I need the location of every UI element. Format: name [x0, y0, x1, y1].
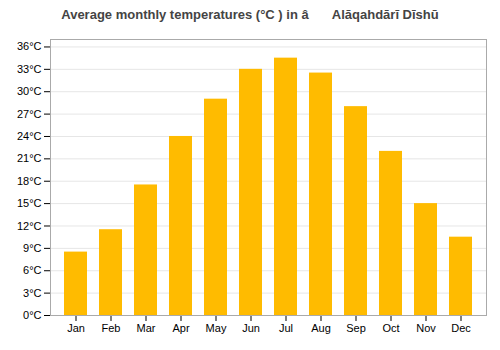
svg-text:Jul: Jul	[279, 322, 293, 334]
svg-text:Aug: Aug	[311, 322, 331, 334]
svg-text:21°C: 21°C	[17, 152, 42, 164]
svg-text:18°C: 18°C	[17, 175, 42, 187]
svg-text:Mar: Mar	[137, 322, 156, 334]
svg-text:15°C: 15°C	[17, 197, 42, 209]
svg-text:Dec: Dec	[451, 322, 471, 334]
svg-text:30°C: 30°C	[17, 85, 42, 97]
svg-text:9°C: 9°C	[23, 242, 42, 254]
svg-text:0°C: 0°C	[23, 309, 42, 321]
svg-text:Oct: Oct	[382, 322, 399, 334]
svg-text:Jan: Jan	[67, 322, 85, 334]
svg-text:24°C: 24°C	[17, 130, 42, 142]
svg-text:6°C: 6°C	[23, 264, 42, 276]
svg-text:Nov: Nov	[416, 322, 436, 334]
svg-text:Jun: Jun	[242, 322, 260, 334]
svg-text:27°C: 27°C	[17, 108, 42, 120]
svg-text:12°C: 12°C	[17, 220, 42, 232]
html-text:Average monthly temperatures (: Average monthly temperatures (°C ) in â…	[61, 7, 439, 22]
svg-text:May: May	[206, 322, 227, 334]
svg-text:Apr: Apr	[172, 322, 189, 334]
svg-text:36°C: 36°C	[17, 40, 42, 52]
svg-text:3°C: 3°C	[23, 287, 42, 299]
svg-text:33°C: 33°C	[17, 63, 42, 75]
svg-text:Feb: Feb	[102, 322, 121, 334]
svg-text:Sep: Sep	[346, 322, 366, 334]
